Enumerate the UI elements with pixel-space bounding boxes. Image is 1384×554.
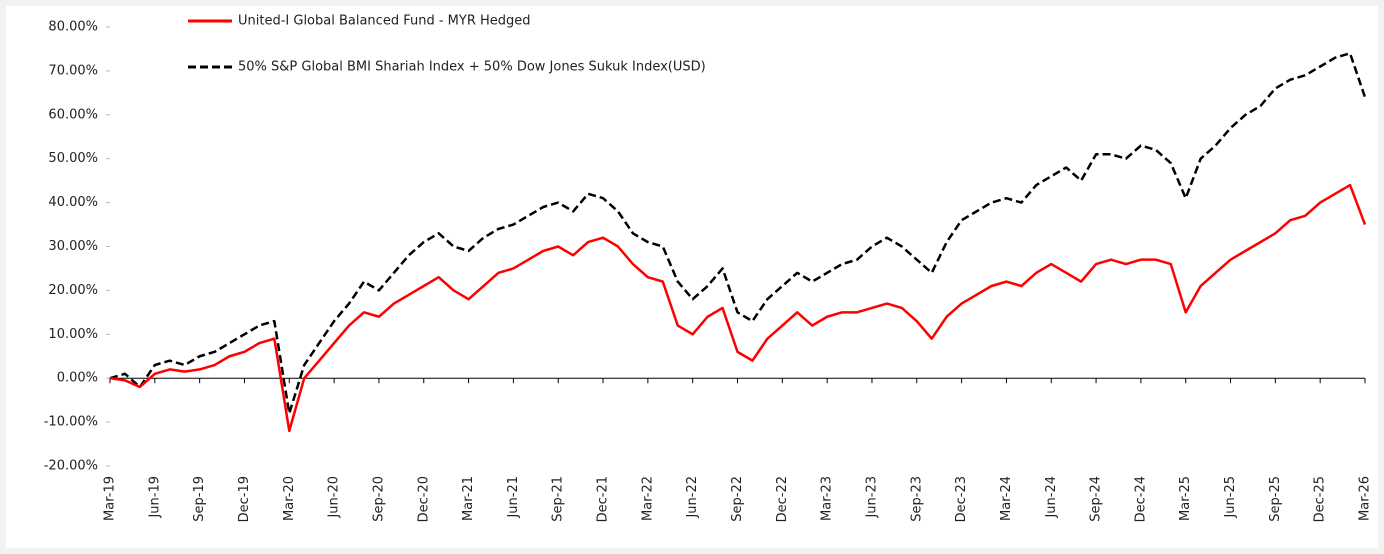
x-tick-label: Dec-20 <box>416 476 431 522</box>
y-tick-label: 50.00% <box>48 151 98 166</box>
x-tick-label: Jun-25 <box>1223 476 1238 519</box>
x-tick-label: Sep-24 <box>1089 476 1104 522</box>
y-tick-label: 70.00% <box>48 63 98 78</box>
x-tick-label: Mar-25 <box>1178 476 1193 521</box>
x-tick-label: Sep-22 <box>730 476 745 522</box>
x-tick-label: Sep-23 <box>909 476 924 522</box>
legend-label: United-I Global Balanced Fund - MYR Hedg… <box>238 14 531 29</box>
x-tick-label: Dec-21 <box>596 476 611 522</box>
y-tick-label: -10.00% <box>44 415 98 430</box>
x-tick-label: Dec-24 <box>1133 476 1148 522</box>
x-tick-label: Mar-19 <box>103 476 118 521</box>
x-tick-label: Mar-21 <box>461 476 476 521</box>
x-tick-label: Mar-26 <box>1358 476 1373 521</box>
x-tick-label: Mar-24 <box>999 476 1014 521</box>
y-tick-label: 0.00% <box>57 371 98 386</box>
y-tick-label: -20.00% <box>44 459 98 474</box>
y-tick-label: 30.00% <box>48 239 98 254</box>
x-tick-label: Jun-24 <box>1044 476 1059 519</box>
series-line <box>109 52 1367 415</box>
x-tick-label: Mar-20 <box>282 476 297 521</box>
x-tick-label: Jun-23 <box>864 476 879 519</box>
y-tick-label: 10.00% <box>48 327 98 342</box>
x-tick-label: Dec-19 <box>237 476 252 522</box>
x-tick-label: Sep-19 <box>192 476 207 522</box>
x-tick-label: Sep-21 <box>551 476 566 522</box>
x-tick-label: Mar-23 <box>820 476 835 521</box>
x-tick-label: Dec-22 <box>775 476 790 522</box>
x-tick-label: Sep-25 <box>1268 476 1283 522</box>
y-tick-label: 20.00% <box>48 283 98 298</box>
series-line <box>109 183 1367 433</box>
y-tick-label: 60.00% <box>48 107 98 122</box>
x-tick-label: Sep-20 <box>371 476 386 522</box>
x-tick-label: Jun-19 <box>147 476 162 519</box>
x-tick-label: Mar-22 <box>640 476 655 521</box>
x-tick-label: Jun-21 <box>506 476 521 519</box>
x-tick-label: Jun-22 <box>685 476 700 519</box>
legend-label: 50% S&P Global BMI Shariah Index + 50% D… <box>238 60 706 75</box>
y-tick-label: 40.00% <box>48 195 98 210</box>
x-tick-label: Dec-23 <box>954 476 969 522</box>
y-tick-label: 80.00% <box>48 20 98 35</box>
x-tick-label: Dec-25 <box>1313 476 1328 522</box>
chart-background <box>6 6 1378 548</box>
x-tick-label: Jun-20 <box>327 476 342 519</box>
